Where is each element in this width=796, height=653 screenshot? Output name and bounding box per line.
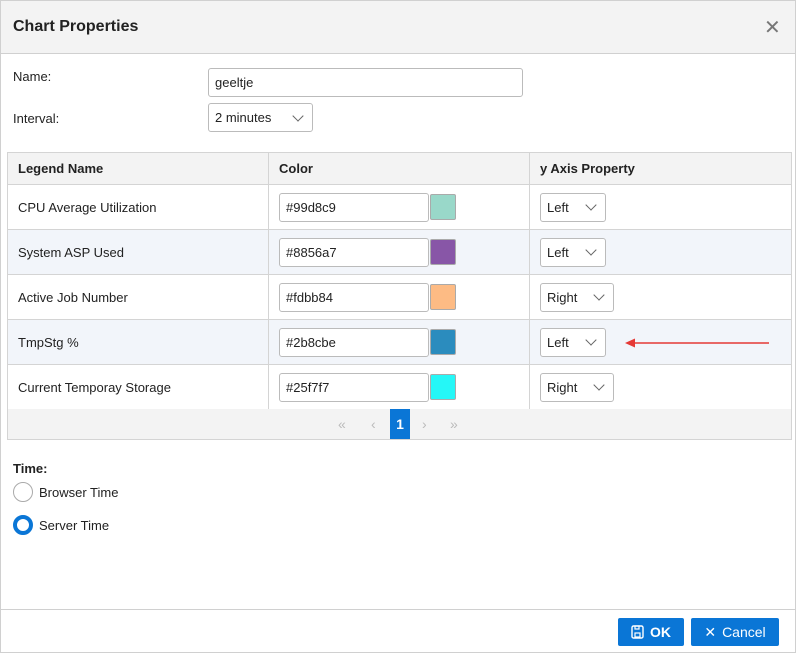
- legend-name: Active Job Number: [7, 274, 269, 320]
- server-time-radio[interactable]: [13, 515, 33, 535]
- name-input[interactable]: geeltje: [208, 68, 523, 97]
- y-axis-select[interactable]: Right: [540, 372, 615, 402]
- y-axis-cell: Left: [529, 229, 792, 275]
- y-axis-cell: Left: [529, 184, 792, 230]
- color-swatch[interactable]: [430, 284, 456, 310]
- name-value: geeltje: [215, 75, 254, 90]
- interval-label: Interval:: [13, 111, 60, 126]
- col-color: Color: [268, 152, 530, 185]
- table-row: System ASP Used #8856a7 Left: [7, 229, 792, 275]
- color-cell: #99d8c9: [268, 184, 530, 230]
- color-swatch[interactable]: [430, 239, 456, 265]
- cancel-button[interactable]: ✕ Cancel: [691, 618, 779, 646]
- y-axis-value: Right: [547, 379, 578, 395]
- color-swatch[interactable]: [430, 374, 456, 400]
- cancel-label: Cancel: [722, 624, 766, 640]
- legend-name: CPU Average Utilization: [7, 184, 269, 230]
- col-y-axis: y Axis Property: [529, 152, 792, 185]
- chevron-down-icon: [585, 199, 597, 211]
- save-icon: [631, 625, 644, 639]
- server-time-label[interactable]: Server Time: [39, 518, 110, 533]
- chevron-down-icon: [593, 289, 606, 301]
- y-axis-value: Left: [547, 244, 569, 260]
- table-row: Active Job Number #fdbb84 Right: [7, 274, 792, 320]
- browser-time-label[interactable]: Browser Time: [39, 485, 119, 500]
- legend-table: Legend Name Color y Axis Property CPU Av…: [7, 152, 792, 410]
- color-input[interactable]: #25f7f7: [279, 372, 429, 402]
- ok-button[interactable]: OK: [618, 618, 684, 646]
- y-axis-select[interactable]: Left: [540, 237, 606, 267]
- red-arrow-annotation: [625, 338, 769, 348]
- y-axis-value: Left: [547, 199, 569, 215]
- y-axis-cell: Right: [529, 364, 792, 410]
- dialog-title: Chart Properties: [13, 18, 139, 35]
- table-row: CPU Average Utilization #99d8c9 Left: [7, 184, 792, 230]
- color-swatch[interactable]: [430, 194, 456, 220]
- color-swatch[interactable]: [430, 329, 456, 355]
- legend-name: System ASP Used: [7, 229, 269, 275]
- time-label: Time:: [13, 461, 48, 476]
- next-page-button[interactable]: ›: [422, 416, 427, 432]
- interval-value: 2 minutes: [215, 110, 272, 125]
- legend-name: TmpStg %: [7, 319, 269, 365]
- y-axis-select[interactable]: Right: [540, 282, 615, 312]
- color-input[interactable]: #99d8c9: [279, 192, 429, 222]
- first-page-button[interactable]: «: [338, 416, 346, 432]
- page-1-button[interactable]: 1: [390, 409, 410, 439]
- name-label: Name:: [13, 69, 52, 84]
- interval-select[interactable]: 2 minutes: [208, 103, 313, 132]
- color-cell: #2b8cbe: [268, 319, 530, 365]
- color-input[interactable]: #2b8cbe: [279, 327, 429, 357]
- table-row: TmpStg % #2b8cbe Left: [7, 319, 792, 365]
- color-input[interactable]: #fdbb84: [279, 282, 429, 312]
- table-row: Current Temporay Storage #25f7f7 Right: [7, 364, 792, 410]
- legend-name: Current Temporay Storage: [7, 364, 269, 410]
- chevron-down-icon: [585, 244, 597, 256]
- color-input[interactable]: #8856a7: [279, 237, 429, 267]
- y-axis-value: Right: [547, 289, 578, 305]
- y-axis-select[interactable]: Left: [540, 192, 606, 222]
- y-axis-cell: Right: [529, 274, 792, 320]
- browser-time-radio[interactable]: [13, 482, 33, 502]
- dialog-header: Chart Properties ✕: [1, 1, 795, 54]
- color-cell: #fdbb84: [268, 274, 530, 320]
- last-page-button[interactable]: »: [450, 416, 458, 432]
- pagination: « ‹ 1 › »: [7, 409, 792, 440]
- close-icon[interactable]: ✕: [764, 17, 781, 39]
- y-axis-value: Left: [547, 334, 569, 350]
- col-legend-name: Legend Name: [7, 152, 269, 185]
- ok-label: OK: [650, 624, 671, 640]
- color-cell: #8856a7: [268, 229, 530, 275]
- chevron-down-icon: [292, 109, 304, 122]
- chevron-down-icon: [593, 379, 606, 391]
- prev-page-button[interactable]: ‹: [371, 416, 376, 432]
- y-axis-select[interactable]: Left: [540, 327, 606, 357]
- x-icon: ✕: [704, 623, 717, 640]
- chevron-down-icon: [585, 334, 597, 346]
- color-cell: #25f7f7: [268, 364, 530, 410]
- footer-divider: [1, 609, 795, 610]
